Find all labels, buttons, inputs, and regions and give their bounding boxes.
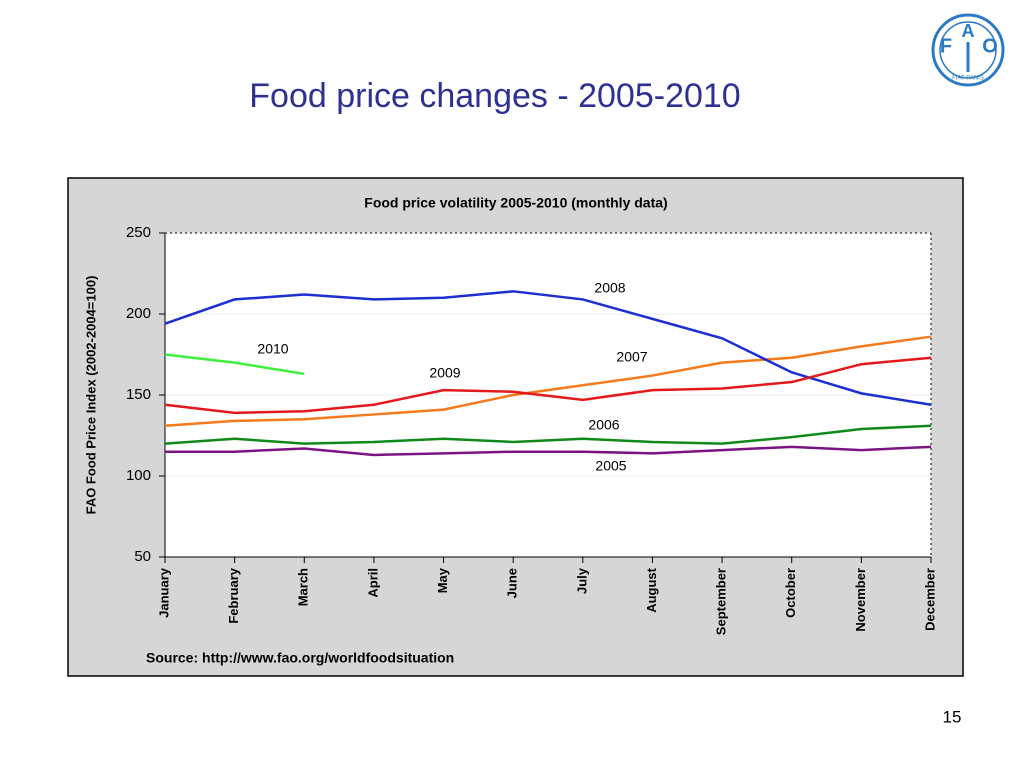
series-label: 2005 [595, 458, 626, 474]
page-number: 15 [943, 707, 962, 726]
logo-letter: O [982, 35, 998, 57]
source-note: Source: http://www.fao.org/worldfoodsitu… [146, 650, 454, 666]
logo-motto: FIAT PANIS [952, 76, 984, 82]
x-tick-label: May [435, 567, 450, 593]
x-tick-label: January [156, 567, 171, 618]
series-label: 2007 [616, 349, 647, 365]
series-label: 2009 [429, 365, 460, 381]
logo-inner-ring [939, 21, 997, 79]
slide-title: Food price changes - 2005-2010 [249, 77, 740, 115]
x-tick-label: October [783, 568, 798, 618]
x-tick-label: December [922, 568, 937, 631]
series-line [164, 290, 932, 406]
series-line [164, 335, 932, 428]
series-label: 2008 [594, 280, 625, 296]
series-label: 2006 [588, 417, 619, 433]
y-tick-label: 100 [126, 467, 151, 484]
y-tick-label: 50 [134, 548, 151, 565]
y-axis-label: FAO Food Price Index (2002-2004=100) [83, 276, 98, 515]
x-tick-label: September [714, 568, 729, 635]
x-tick-label: August [644, 567, 659, 612]
x-tick-label: March [296, 568, 311, 606]
y-tick-label: 200 [126, 305, 151, 322]
x-tick-label: April [365, 568, 380, 598]
logo-letter: A [962, 21, 975, 41]
x-tick-label: February [226, 567, 241, 623]
series-label: 2010 [257, 341, 288, 357]
y-tick-label: 150 [126, 386, 151, 403]
series-line [164, 424, 932, 445]
series-line [165, 445, 932, 457]
y-tick-label: 250 [126, 224, 151, 241]
logo-letter: F [940, 35, 952, 57]
series-line [164, 356, 932, 415]
chart-title: Food price volatility 2005-2010 (monthly… [364, 195, 667, 211]
x-tick-label: November [853, 568, 868, 632]
x-tick-label: July [574, 567, 589, 594]
series-line [164, 353, 305, 376]
x-tick-label: June [505, 568, 520, 598]
fao-logo: F A O FIAT PANIS [931, 13, 1005, 87]
